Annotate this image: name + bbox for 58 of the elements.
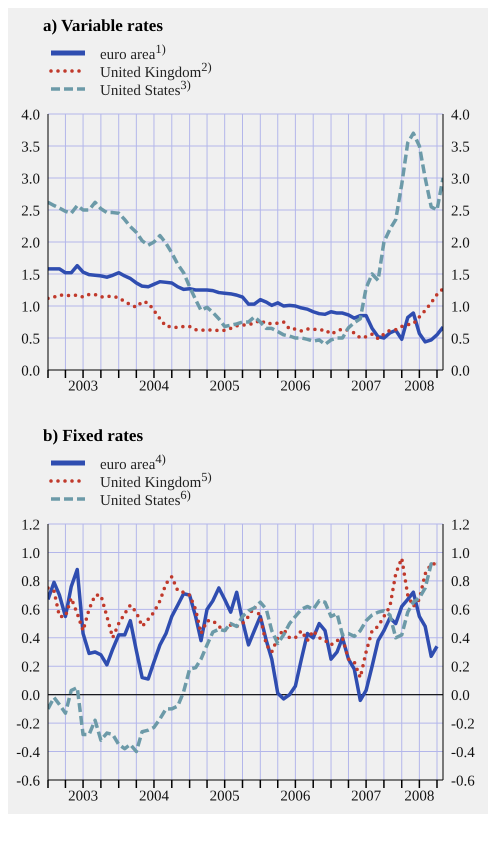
- x-tick-label: 2004: [138, 378, 170, 395]
- y2-tick-label: 1.0: [451, 299, 470, 316]
- x-tick-label: 2006: [280, 378, 311, 395]
- y2-tick-label: 1.5: [451, 267, 470, 284]
- x-tick-label: 2003: [68, 378, 98, 395]
- y-tick-label: 0.0: [21, 363, 40, 380]
- y-tick-label: 2.5: [21, 203, 40, 220]
- x-tick-label: 2003: [68, 788, 98, 805]
- chart-title: b) Fixed rates: [42, 425, 144, 446]
- y-tick-label: 0.2: [21, 660, 40, 676]
- y2-tick-label: 2.5: [451, 203, 470, 220]
- y2-tick-label: 0.0: [451, 363, 470, 380]
- line-series: [48, 556, 439, 680]
- x-tick-label: 2008: [404, 788, 434, 805]
- y-tick-label: 1.0: [21, 546, 40, 562]
- line-series: [48, 131, 443, 346]
- y-tick-label: 1.5: [21, 267, 40, 284]
- y2-tick-label: 4.0: [451, 107, 470, 124]
- y-tick-label: 3.5: [21, 139, 40, 156]
- y-tick-label: 3.0: [21, 171, 40, 188]
- x-tick-label: 2005: [210, 378, 240, 395]
- y-tick-label: 1.2: [21, 517, 40, 534]
- y-tick-label: -0.4: [16, 744, 40, 761]
- y-tick-label: -0.2: [16, 716, 40, 732]
- y2-tick-label: 2.0: [451, 235, 470, 252]
- line-series: [48, 568, 439, 702]
- x-tick-label: 2005: [210, 788, 240, 805]
- y2-tick-label: 3.5: [451, 139, 470, 156]
- x-tick-label: 2004: [138, 788, 170, 805]
- y2-tick-label: -0.2: [451, 716, 475, 732]
- y2-tick-label: -0.6: [451, 773, 476, 790]
- y-tick-label: 2.0: [21, 235, 40, 252]
- y-tick-label: 4.0: [21, 107, 40, 124]
- y2-tick-label: 1.0: [451, 546, 470, 562]
- y2-tick-label: 0.8: [451, 574, 470, 590]
- x-tick-label: 2008: [404, 378, 434, 395]
- line-series: [48, 286, 443, 340]
- chart-title: a) Variable rates: [42, 15, 164, 36]
- y2-tick-label: -0.4: [451, 744, 476, 761]
- y-tick-label: 0.6: [21, 602, 40, 619]
- y2-tick-label: 0.4: [451, 631, 470, 648]
- y-tick-label: 0.4: [21, 631, 40, 648]
- y-tick-label: -0.6: [16, 773, 40, 790]
- y-tick-label: 0.5: [21, 331, 40, 348]
- y2-tick-label: 0.5: [451, 331, 470, 348]
- y2-tick-label: 3.0: [451, 171, 470, 188]
- y-tick-label: 0.0: [21, 688, 40, 704]
- y2-tick-label: 0.6: [451, 602, 470, 619]
- y2-tick-label: 1.2: [451, 517, 470, 534]
- x-tick-label: 2007: [351, 788, 382, 805]
- y2-tick-label: 0.0: [451, 688, 470, 704]
- line-series: [48, 562, 439, 754]
- y-tick-label: 0.8: [21, 574, 40, 590]
- line-series: [48, 264, 443, 344]
- x-tick-label: 2006: [280, 788, 311, 805]
- x-tick-label: 2007: [351, 378, 382, 395]
- y2-tick-label: 0.2: [451, 660, 470, 676]
- y-tick-label: 1.0: [21, 299, 40, 316]
